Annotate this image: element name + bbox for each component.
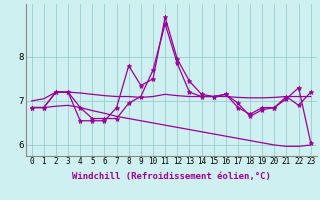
X-axis label: Windchill (Refroidissement éolien,°C): Windchill (Refroidissement éolien,°C) <box>72 172 271 181</box>
